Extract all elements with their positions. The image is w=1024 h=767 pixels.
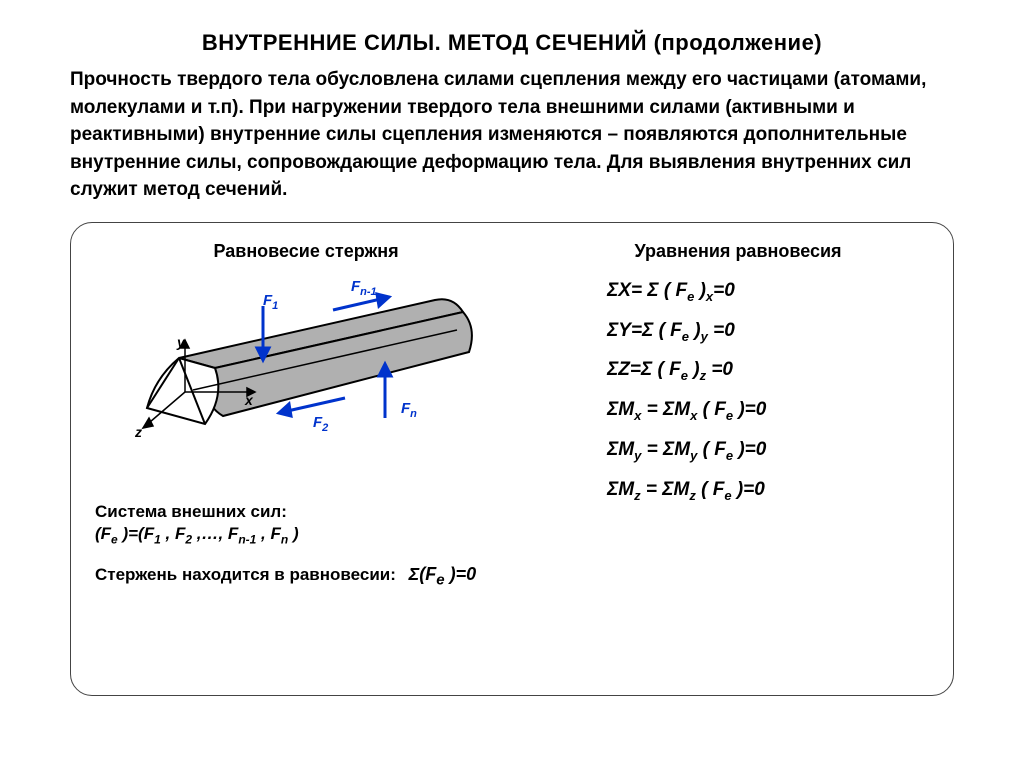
forces-formula: (Fe )=(F1 , F2 ,…, Fn-1 , Fn ) [95, 524, 517, 546]
label-f2: F2 [313, 414, 328, 434]
content-panel: Равновесие стержня [70, 222, 954, 696]
left-column: Равновесие стержня [95, 241, 517, 671]
label-fn: Fn [401, 400, 417, 420]
page-title: ВНУТРЕННИЕ СИЛЫ. МЕТОД СЕЧЕНИЙ (продолже… [70, 30, 954, 56]
equation-row: ΣX= Σ ( Fe )x=0 [607, 280, 929, 304]
label-axis-x: x [245, 392, 253, 408]
equation-row: ΣMz = ΣMz ( Fe )=0 [607, 479, 929, 503]
equation-row: ΣMy = ΣMy ( Fe )=0 [607, 439, 929, 463]
left-subtitle: Равновесие стержня [95, 241, 517, 262]
label-axis-y: y [177, 334, 185, 350]
label-axis-z: z [135, 424, 142, 440]
equations-list: ΣX= Σ ( Fe )x=0 ΣY=Σ ( Fe )y =0 ΣZ=Σ ( F… [547, 268, 929, 503]
equilibrium-text: Стержень находится в равновесии: [95, 565, 396, 584]
beam-diagram: F1 Fn-1 F2 Fn x y z [95, 268, 517, 498]
label-fn1: Fn-1 [351, 278, 377, 298]
right-subtitle: Уравнения равновесия [547, 241, 929, 262]
equilibrium-formula: Σ(Fe )=0 [409, 564, 477, 584]
equation-row: ΣMx = ΣMx ( Fe )=0 [607, 399, 929, 423]
forces-caption: Система внешних сил: [95, 502, 517, 522]
right-column: Уравнения равновесия ΣX= Σ ( Fe )x=0 ΣY=… [547, 241, 929, 671]
equation-row: ΣZ=Σ ( Fe )z =0 [607, 359, 929, 383]
equation-row: ΣY=Σ ( Fe )y =0 [607, 320, 929, 344]
intro-text: Прочность твердого тела обусловлена сила… [70, 66, 954, 204]
equilibrium-line: Стержень находится в равновесии: Σ(Fe )=… [95, 564, 517, 589]
label-f1: F1 [263, 292, 278, 312]
